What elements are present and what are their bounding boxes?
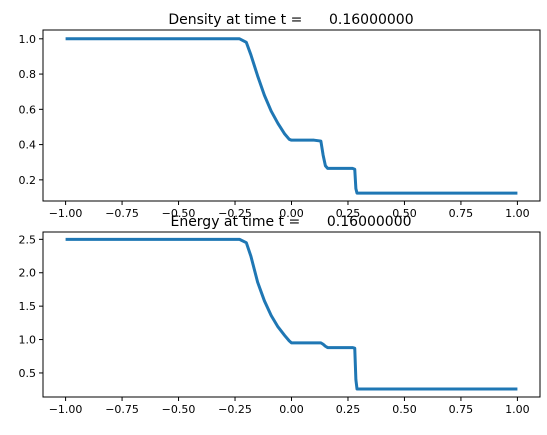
density-x-tick-label: 0.25 [336,207,361,220]
energy-x-tick-label: 0.00 [279,403,304,416]
energy-x-tick-label: 0.25 [336,403,361,416]
energy-x-tick-label: −1.00 [49,403,83,416]
density-x-axis: −1.00 −0.75 −0.50 −0.25 0.00 0.25 0.50 0.75 1.00 [49,201,530,220]
energy-line [65,237,518,391]
density-x-tick-label: 0.00 [279,207,304,220]
energy-x-tick-label: 1.00 [505,403,530,416]
density-y-axis: 0.2 0.4 0.6 0.8 1.0 [19,33,43,187]
energy-x-tick-label: −0.25 [218,403,252,416]
energy-plot: Energy at time t = 0.16000000 −1.00 −0.75… [19,214,541,416]
density-y-tick-label: 0.4 [19,139,37,152]
density-x-tick-label: 0.50 [392,207,417,220]
energy-y-tick-label: 2.0 [19,267,37,280]
energy-y-tick-label: 2.5 [19,233,37,246]
density-x-tick-label: 1.00 [505,207,530,220]
density-x-tick-label: 0.75 [449,207,474,220]
energy-y-tick-label: 0.5 [19,367,37,380]
energy-y-tick-label: 1.5 [19,300,37,313]
density-plot: Density at time t = 0.16000000 −1.00 −0.7… [19,12,541,220]
density-x-tick-label: −0.50 [162,207,196,220]
energy-y-axis: 0.5 1.0 1.5 2.0 2.5 [19,233,43,380]
energy-x-axis: −1.00 −0.75 −0.50 −0.25 0.00 0.25 0.50 0.75 1.00 [49,397,530,416]
density-y-tick-label: 1.0 [19,33,37,46]
density-y-tick-label: 0.2 [19,174,37,187]
energy-plot-title: Energy at time t = 0.16000000 [170,214,411,230]
density-x-tick-label: −1.00 [49,207,83,220]
density-y-tick-label: 0.6 [19,103,37,116]
energy-x-tick-label: −0.75 [105,403,139,416]
energy-y-tick-label: 1.0 [19,334,37,347]
energy-x-tick-label: −0.50 [162,403,196,416]
density-y-tick-label: 0.8 [19,68,37,81]
energy-x-tick-label: 0.50 [392,403,417,416]
energy-x-tick-label: 0.75 [449,403,474,416]
density-x-tick-label: −0.25 [218,207,252,220]
density-plot-title: Density at time t = 0.16000000 [168,12,413,28]
density-x-tick-label: −0.75 [105,207,139,220]
density-line [65,37,518,195]
